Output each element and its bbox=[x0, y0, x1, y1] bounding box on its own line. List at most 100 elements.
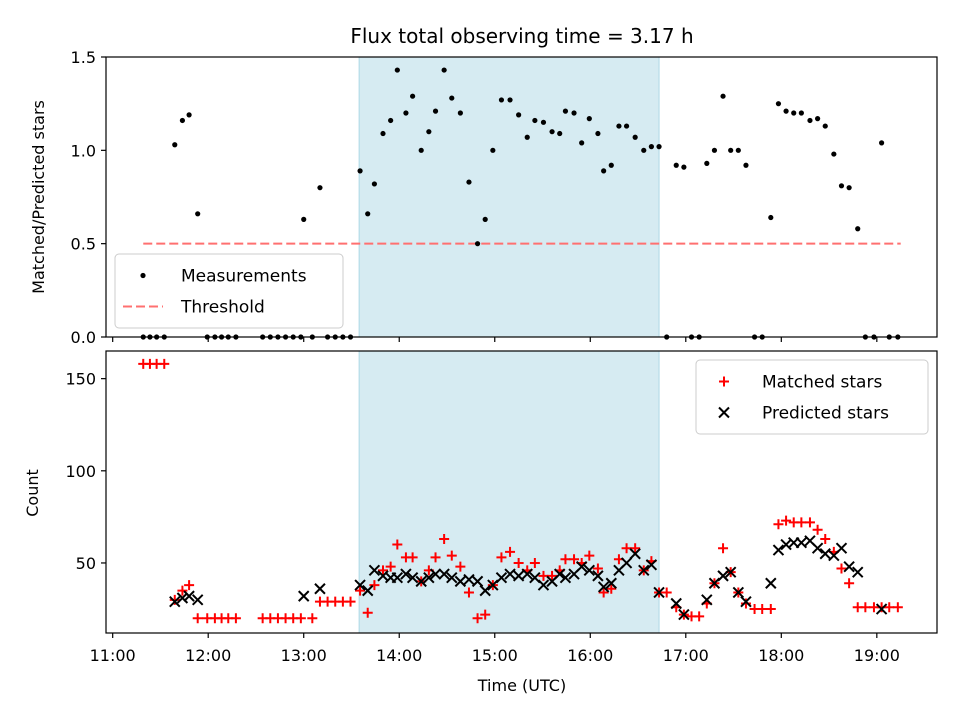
data-point bbox=[892, 602, 903, 613]
data-point bbox=[819, 548, 831, 560]
bottom-y-axis-label: Count bbox=[23, 469, 42, 517]
data-point bbox=[653, 586, 665, 599]
legend-label: Measurements bbox=[181, 267, 307, 287]
data-point bbox=[516, 112, 522, 118]
x-tick-label: 19:00 bbox=[854, 646, 900, 665]
data-point bbox=[463, 587, 474, 598]
data-point bbox=[743, 162, 749, 168]
data-point bbox=[623, 123, 630, 129]
data-point bbox=[298, 590, 310, 602]
data-point bbox=[454, 575, 467, 588]
series-predicted-stars bbox=[169, 535, 888, 621]
data-point bbox=[807, 117, 813, 124]
data-point bbox=[307, 613, 318, 624]
data-point bbox=[620, 557, 633, 569]
data-point bbox=[430, 552, 441, 563]
data-point bbox=[446, 571, 458, 584]
data-point bbox=[362, 584, 374, 597]
data-point bbox=[295, 613, 306, 624]
x-tick-label: 13:00 bbox=[281, 646, 327, 665]
data-point bbox=[496, 552, 507, 563]
data-point bbox=[547, 570, 558, 581]
data-point bbox=[415, 575, 427, 588]
data-point bbox=[811, 542, 824, 554]
data-point bbox=[735, 147, 741, 153]
legend-label: Matched stars bbox=[762, 373, 882, 393]
data-point bbox=[365, 211, 371, 217]
data-point bbox=[781, 515, 792, 526]
data-point bbox=[670, 597, 682, 610]
data-point bbox=[455, 561, 466, 572]
data-point bbox=[513, 557, 524, 568]
x-tick-label: 14:00 bbox=[376, 646, 422, 665]
data-point bbox=[524, 134, 530, 140]
data-point bbox=[176, 592, 189, 604]
data-point bbox=[765, 577, 777, 589]
data-point bbox=[673, 162, 679, 168]
data-point bbox=[532, 117, 538, 124]
data-point bbox=[559, 571, 572, 584]
data-point bbox=[632, 134, 638, 140]
y-tick-label: 1.5 bbox=[71, 48, 96, 67]
data-point bbox=[192, 613, 203, 624]
data-point bbox=[768, 214, 774, 221]
data-point bbox=[521, 568, 533, 580]
data-point bbox=[732, 586, 745, 599]
data-point bbox=[648, 144, 655, 150]
data-point bbox=[571, 110, 577, 116]
data-point bbox=[446, 550, 457, 561]
data-point bbox=[169, 595, 181, 608]
data-point bbox=[426, 129, 432, 135]
data-point bbox=[504, 568, 516, 580]
data-point bbox=[505, 546, 516, 557]
data-point bbox=[482, 216, 488, 222]
data-point bbox=[441, 67, 447, 73]
data-point bbox=[439, 534, 450, 544]
data-point bbox=[844, 578, 855, 589]
data-point bbox=[783, 108, 789, 114]
data-point bbox=[630, 543, 641, 554]
data-point bbox=[584, 550, 595, 561]
data-point bbox=[875, 603, 888, 615]
data-point bbox=[638, 564, 650, 577]
data-point bbox=[812, 524, 823, 535]
data-point bbox=[512, 570, 525, 582]
observing-window bbox=[358, 56, 660, 338]
data-point bbox=[860, 602, 871, 613]
data-point bbox=[474, 241, 481, 247]
data-point bbox=[569, 554, 580, 565]
data-point bbox=[791, 110, 797, 116]
data-point bbox=[169, 594, 180, 605]
data-point bbox=[846, 185, 852, 191]
data-point bbox=[507, 97, 513, 103]
data-point bbox=[429, 568, 442, 580]
legend-marker bbox=[719, 376, 729, 387]
data-point bbox=[720, 93, 726, 99]
data-point bbox=[586, 116, 592, 122]
data-point bbox=[815, 116, 821, 122]
data-point bbox=[345, 596, 356, 607]
data-point bbox=[438, 568, 450, 580]
data-point bbox=[479, 584, 491, 597]
data-point bbox=[472, 613, 483, 624]
data-point bbox=[595, 130, 601, 137]
data-point bbox=[183, 590, 195, 602]
legend-label: Threshold bbox=[180, 298, 265, 318]
data-point bbox=[394, 67, 400, 73]
data-point bbox=[423, 571, 435, 584]
data-point bbox=[301, 216, 307, 222]
x-tick-label: 15:00 bbox=[472, 646, 518, 665]
data-point bbox=[701, 594, 713, 606]
data-point bbox=[230, 613, 241, 624]
data-point bbox=[740, 595, 752, 608]
data-point bbox=[378, 565, 388, 576]
data-point bbox=[820, 534, 831, 544]
y-tick-label: 100 bbox=[65, 462, 96, 481]
data-point bbox=[717, 570, 729, 582]
data-point bbox=[172, 142, 178, 148]
data-point bbox=[553, 568, 566, 580]
y-tick-label: 150 bbox=[65, 370, 96, 389]
data-point bbox=[391, 571, 404, 584]
data-point bbox=[852, 566, 864, 578]
legend-marker bbox=[140, 272, 146, 279]
